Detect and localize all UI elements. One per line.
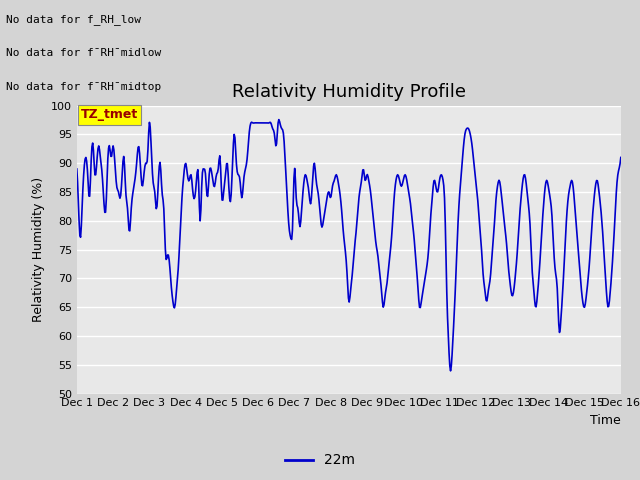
Y-axis label: Relativity Humidity (%): Relativity Humidity (%) xyxy=(33,177,45,322)
Text: TZ_tmet: TZ_tmet xyxy=(81,108,138,121)
Legend: 22m: 22m xyxy=(280,448,360,473)
Text: No data for f_RH_low: No data for f_RH_low xyxy=(6,14,141,25)
Text: No data for f¯RH¯midtop: No data for f¯RH¯midtop xyxy=(6,82,162,92)
Text: No data for f¯RH¯midlow: No data for f¯RH¯midlow xyxy=(6,48,162,58)
Title: Relativity Humidity Profile: Relativity Humidity Profile xyxy=(232,83,466,101)
X-axis label: Time: Time xyxy=(590,414,621,427)
